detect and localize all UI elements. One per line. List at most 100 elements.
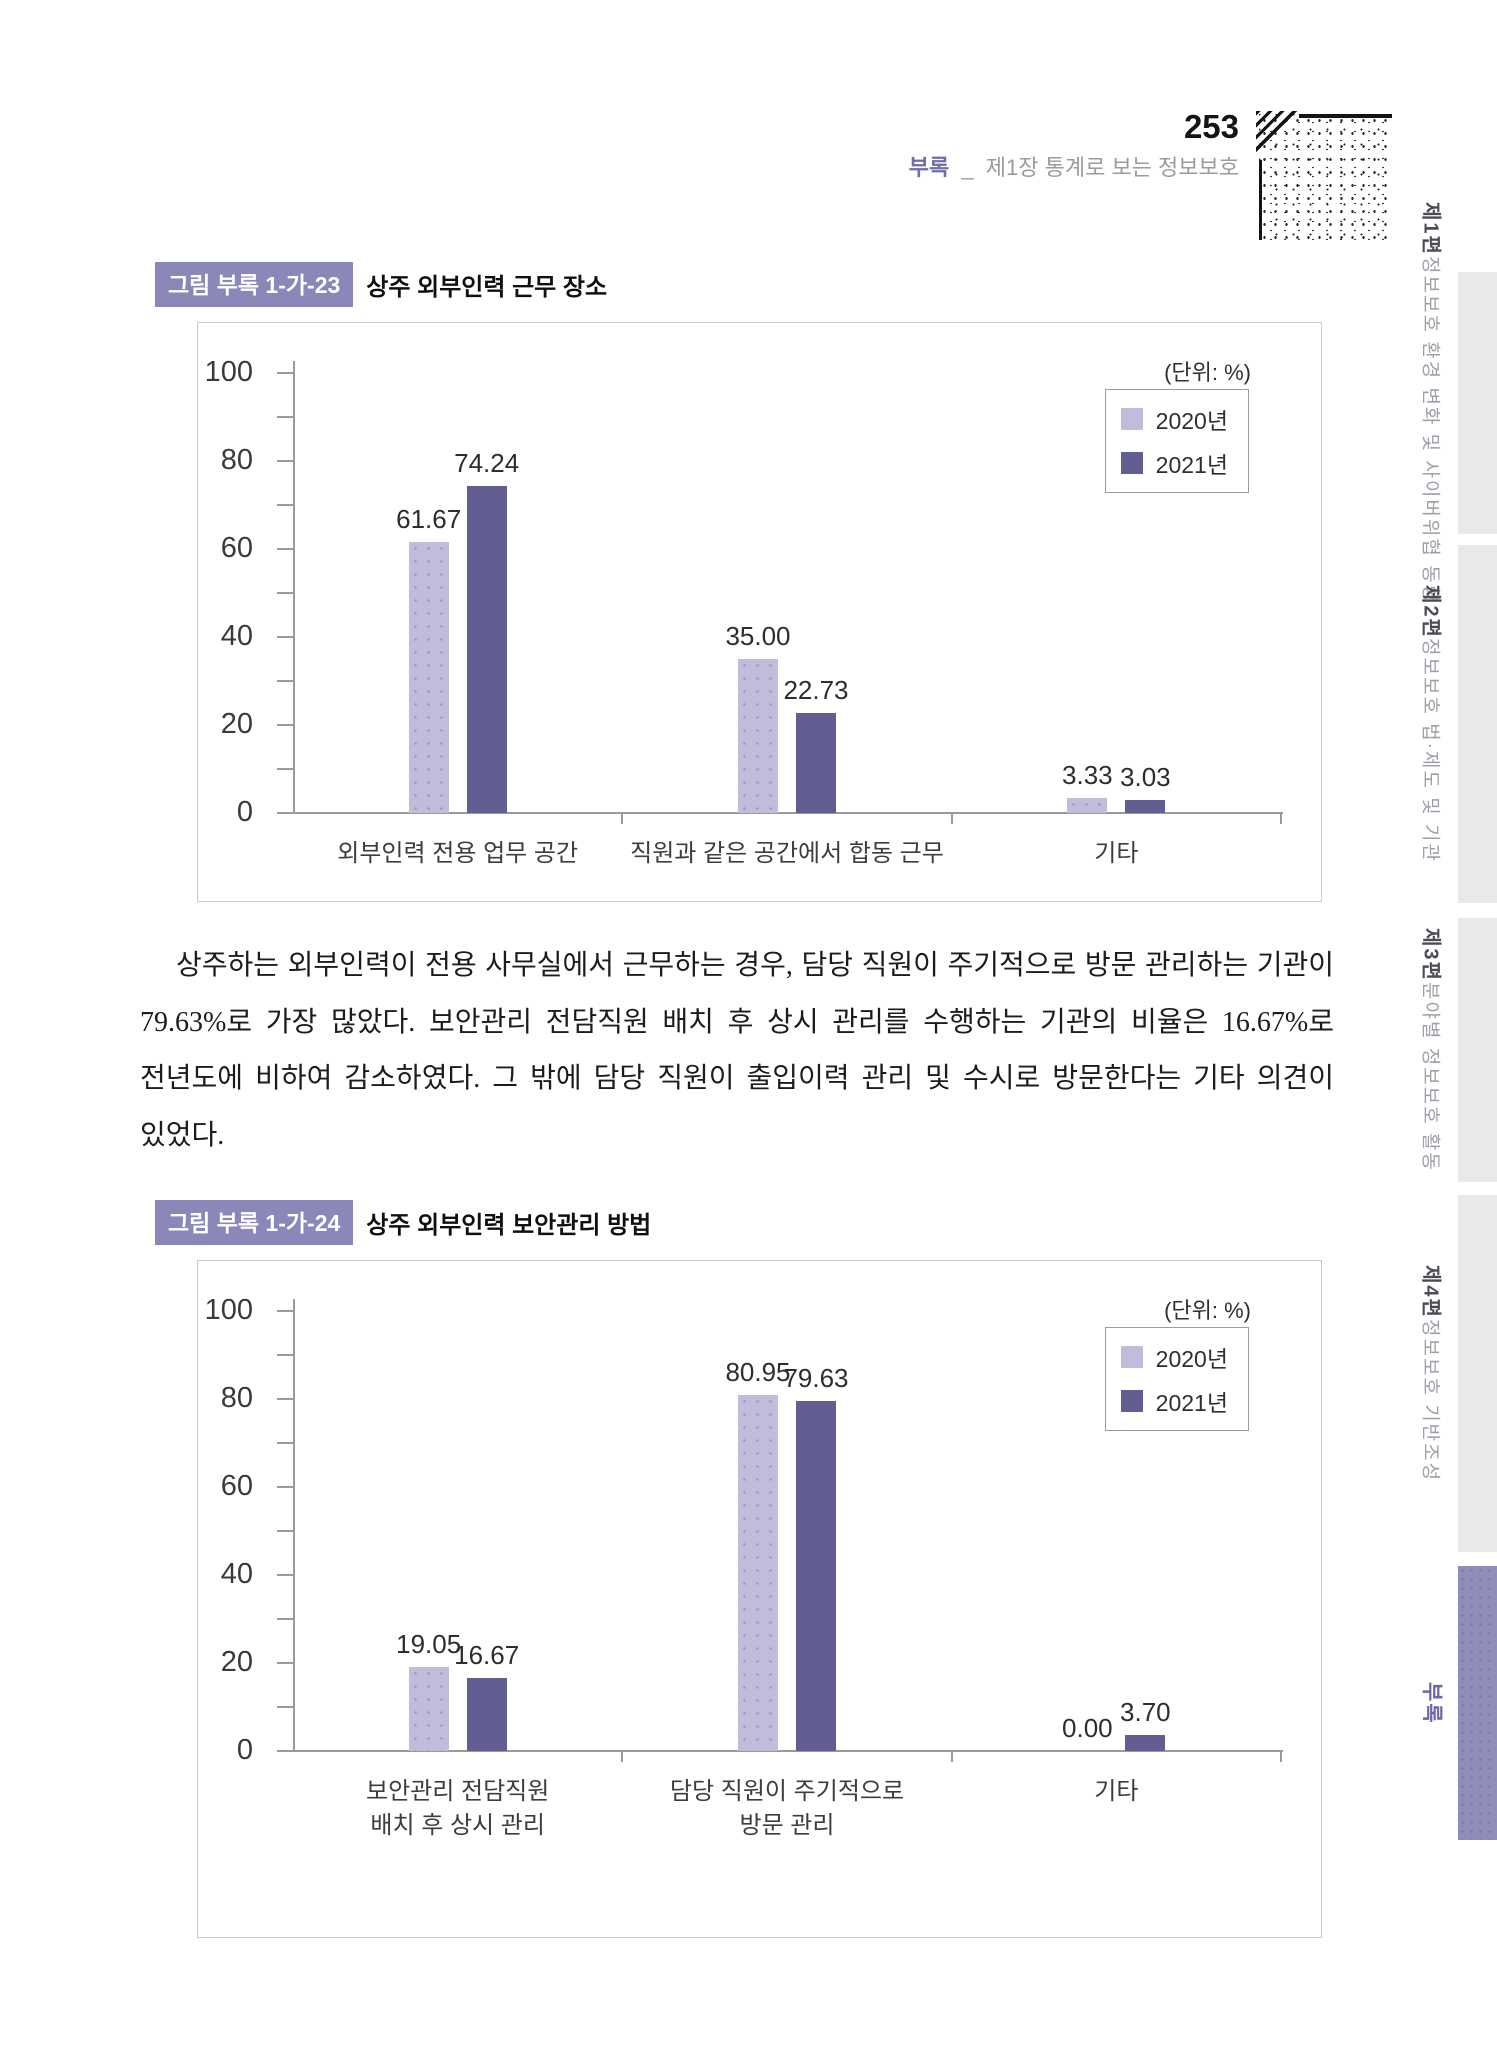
sidebar-tab-title-label: 분야별 정보보호 활동	[1419, 982, 1441, 1172]
y-axis-tick-label: 100	[204, 356, 253, 388]
y-axis-tick	[277, 1618, 293, 1620]
bar-with-label: 3.70	[1120, 1697, 1171, 1751]
category-label-line: 외부인력 전용 업무 공간	[337, 840, 579, 867]
breadcrumb-section: 부록	[908, 155, 950, 180]
sidebar-tab-text: 제4편정보보호 기반조성	[1419, 1265, 1448, 1482]
body-paragraph: 상주하는 외부인력이 전용 사무실에서 근무하는 경우, 담당 직원이 주기적으…	[140, 950, 1334, 1151]
plot-area: 0 20 40 60 80 100 19.05 16.67 보안관리 전담직원 배치 후 상시 관…	[205, 1294, 1283, 1839]
bar-value-label: 3.03	[1120, 761, 1171, 792]
y-axis-tick-label: 60	[220, 1470, 253, 1502]
y-axis-tick	[277, 1310, 293, 1312]
bar-with-label: 80.95	[725, 1357, 791, 1751]
bar-value-label: 3.70	[1120, 1696, 1171, 1727]
x-axis-tick	[621, 1751, 624, 1762]
bar-with-label: 3.03	[1120, 762, 1171, 813]
y-axis-tick	[277, 1706, 293, 1708]
bar-pair: 19.05 16.67	[293, 1311, 622, 1751]
y-axis-tick-label: 0	[236, 796, 253, 828]
corner-ornament	[1256, 111, 1392, 240]
ornament-top-line	[1299, 114, 1392, 118]
y-axis-tick	[277, 1398, 293, 1400]
sidebar-tab-text: 부록	[1418, 1682, 1448, 1725]
x-axis-line	[293, 812, 1283, 814]
y-axis-tick-label: 60	[220, 532, 253, 564]
y-axis-tick	[277, 460, 293, 462]
x-axis-tick	[621, 813, 624, 824]
legend-swatch-icon	[1120, 1390, 1143, 1412]
sidebar-tab-part-label: 제3편	[1419, 928, 1442, 983]
bar-value-label: 16.67	[454, 1639, 520, 1670]
x-axis-line	[293, 1750, 1283, 1752]
bar-value-label: 0.00	[1062, 1713, 1113, 1743]
y-axis-tick	[277, 1574, 293, 1576]
y-axis-tick-label: 40	[220, 620, 253, 652]
y-axis-tick	[277, 636, 293, 638]
bar-with-label: 22.73	[783, 675, 849, 813]
bar-2020년	[737, 659, 778, 813]
category-label: 기타	[922, 837, 1311, 871]
sidebar-tab-title-label: 정보보호 법·제도 및 기관	[1419, 638, 1441, 864]
category-label-line: 담당 직원이 주기적으로	[669, 1778, 905, 1805]
legend-swatch-icon	[1120, 1346, 1143, 1368]
bar-value-label: 22.73	[783, 675, 849, 705]
y-axis-tick-label: 0	[236, 1734, 253, 1766]
bar-pair: 0.00 3.70	[952, 1311, 1281, 1751]
bar-2020년	[737, 1394, 778, 1751]
category-label: 보안관리 전담직원 배치 후 상시 관리	[263, 1775, 652, 1842]
sidebar-tab-text: 제2편정보보호 법·제도 및 기관	[1419, 585, 1448, 864]
bar-value-label: 74.24	[454, 448, 520, 479]
sidebar-tab-marker-4	[1458, 1195, 1497, 1552]
category-label-line: 기타	[1094, 840, 1139, 867]
x-axis-tick	[950, 813, 953, 824]
sidebar-tab-text: 제1편정보보호 환경 변화 및 사이버위협 동향	[1419, 202, 1448, 604]
breadcrumb-chapter: 제1장 통계로 보는 정보보호	[985, 155, 1239, 180]
sidebar-tab-part-label: 제1편	[1419, 202, 1442, 256]
bar-pair: 61.67 74.24	[293, 373, 622, 813]
sidebar-tab-4: 제4편정보보호 기반조성	[1413, 1195, 1453, 1552]
y-axis-tick	[277, 1662, 293, 1664]
bar-2020년	[408, 541, 449, 813]
bar-value-label: 35.00	[725, 621, 791, 651]
bar-2020년	[408, 1667, 449, 1751]
category-label: 외부인력 전용 업무 공간	[263, 837, 652, 871]
category-label-line: 방문 관리	[739, 1811, 835, 1839]
category-label: 기타	[922, 1775, 1311, 1809]
chart-frame: (단위: %) 2020년 2021년 0 20 40 60 80 100 19.05 16.67 보…	[197, 1260, 1322, 1938]
y-axis-tick-label: 100	[204, 1294, 253, 1326]
bar-2021년	[1125, 799, 1166, 813]
sidebar-tab-5: 부록	[1413, 1566, 1453, 1840]
bar-2021년	[466, 1677, 507, 1751]
bar-pair: 35.00 22.73	[622, 373, 951, 813]
x-axis-tick	[950, 1751, 953, 1762]
sidebar-tab-part-label: 제2편	[1419, 584, 1442, 639]
category-label-line: 직원과 같은 공간에서 합동 근무	[630, 840, 944, 867]
bar-2021년	[466, 486, 507, 813]
bar-pair: 3.33 3.03	[952, 373, 1281, 813]
y-axis-tick	[277, 592, 293, 594]
y-axis-tick	[277, 768, 293, 770]
figure-badge: 그림 부록 1-가-24	[155, 1200, 354, 1245]
legend-entry: 2020년	[1120, 1340, 1228, 1374]
y-axis-tick	[277, 1354, 293, 1356]
bar-2021년	[1125, 1734, 1166, 1751]
legend-label: 2021년	[1155, 1390, 1228, 1416]
plot-area: 0 20 40 60 80 100 61.67 74.24 외부인력 전용 업무 공간 35.00…	[205, 356, 1283, 867]
sidebar-tab-marker-5	[1458, 1566, 1497, 1840]
legend-swatch-icon	[1120, 452, 1143, 474]
bar-pair: 80.95 79.63	[622, 1311, 951, 1751]
y-axis-tick	[277, 680, 293, 682]
bar-2021년	[795, 713, 836, 813]
x-axis-tick	[1280, 813, 1282, 824]
bar-value-label: 19.05	[396, 1629, 462, 1660]
y-axis-tick-label: 20	[220, 1646, 253, 1678]
y-axis-tick	[277, 1750, 293, 1752]
legend-label: 2020년	[1155, 1346, 1228, 1372]
category-group: 0.00 3.70 기타	[952, 1311, 1281, 1805]
sidebar-tab-part-label: 부록	[1420, 1681, 1443, 1725]
ornament-left-line	[1259, 160, 1262, 240]
sidebar-tab-3: 제3편분야별 정보보호 활동	[1413, 918, 1453, 1182]
legend-entry: 2021년	[1120, 1384, 1228, 1418]
breadcrumb: 부록 _ 제1장 통계로 보는 정보보호	[909, 150, 1239, 182]
